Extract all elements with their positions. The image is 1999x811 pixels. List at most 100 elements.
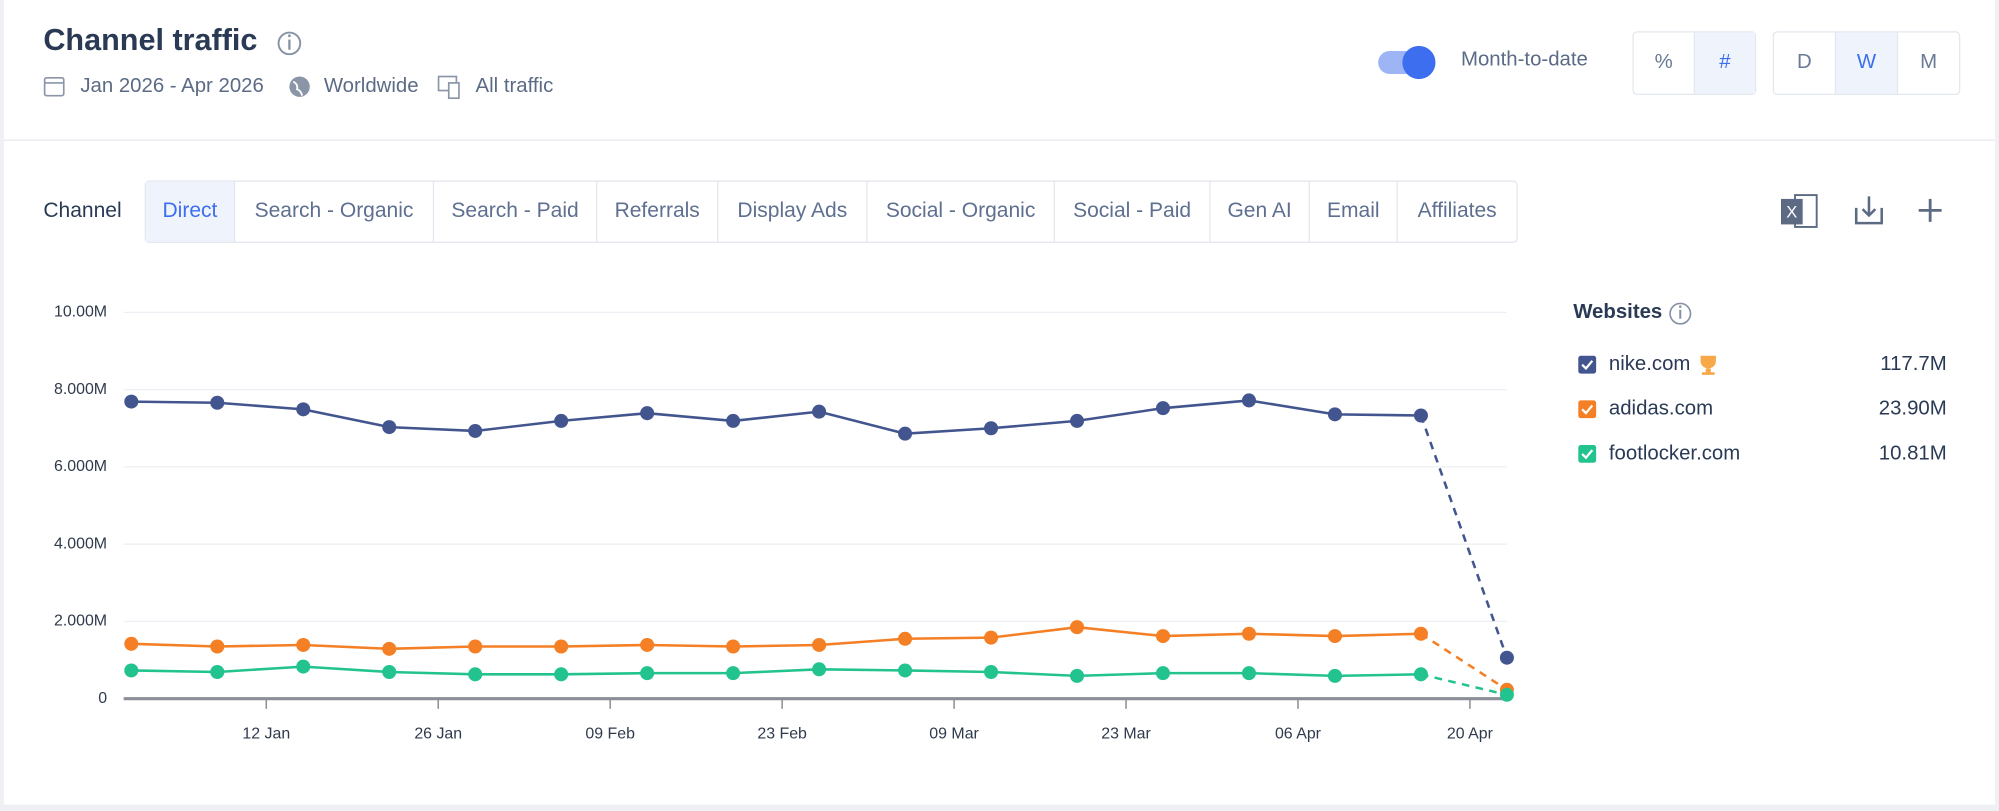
data-point bbox=[812, 637, 827, 652]
date-range[interactable]: Jan 2026 - Apr 2026 bbox=[80, 75, 264, 97]
data-point bbox=[1155, 401, 1171, 416]
data-point bbox=[1413, 667, 1428, 682]
title: Channel traffic bbox=[43, 23, 257, 57]
info-icon[interactable] bbox=[277, 31, 302, 56]
data-point bbox=[726, 666, 741, 681]
tab-label[interactable]: Search - Organic bbox=[255, 199, 414, 222]
legend-check bbox=[1581, 449, 1594, 460]
x-tick-label: 23 Mar bbox=[1101, 726, 1151, 743]
button-active-bg bbox=[1836, 32, 1897, 94]
data-point bbox=[1155, 666, 1171, 681]
tab-label[interactable]: Display Ads bbox=[737, 199, 847, 222]
data-point bbox=[468, 639, 483, 654]
button-active-bg bbox=[1694, 32, 1755, 94]
data-point bbox=[898, 631, 913, 646]
data-point bbox=[1241, 666, 1256, 681]
tab-label[interactable]: Affiliates bbox=[1418, 199, 1497, 222]
toggle[interactable] bbox=[1378, 45, 1436, 80]
series-line bbox=[131, 399, 1421, 435]
chart: 0 2.000M 4.000M 6.000M 8.000M 10.00M 12 Jan 26 … bbox=[54, 304, 1947, 743]
tab-label[interactable]: Social - Organic bbox=[886, 199, 1036, 222]
data-point bbox=[726, 639, 741, 654]
series-line-partial bbox=[1420, 673, 1508, 697]
data-point bbox=[1155, 629, 1171, 644]
data-point bbox=[210, 639, 225, 654]
data-point bbox=[1413, 408, 1428, 423]
button-label[interactable]: # bbox=[1719, 51, 1731, 73]
region[interactable]: Worldwide bbox=[324, 75, 419, 97]
data-point bbox=[640, 666, 655, 681]
data-point bbox=[1413, 626, 1428, 641]
button-label[interactable]: D bbox=[1797, 51, 1812, 73]
download-icon[interactable] bbox=[1854, 196, 1883, 225]
trophy-icon bbox=[1700, 355, 1716, 375]
data-point bbox=[1070, 620, 1085, 635]
series-line-partial bbox=[1419, 415, 1509, 659]
data-point bbox=[468, 667, 483, 682]
card bbox=[3, 0, 1996, 805]
legend-checkbox[interactable] bbox=[1578, 444, 1597, 463]
data-point bbox=[124, 394, 139, 409]
data-point bbox=[984, 421, 999, 436]
legend-name: nike.com bbox=[1609, 353, 1691, 375]
traffic-type[interactable]: All traffic bbox=[476, 75, 554, 97]
excel-icon[interactable]: X bbox=[1780, 194, 1818, 228]
legend-checkbox[interactable] bbox=[1578, 400, 1597, 419]
y-tick-label: 6.000M bbox=[54, 458, 107, 475]
button-label[interactable]: % bbox=[1655, 51, 1673, 73]
data-point bbox=[1070, 413, 1085, 428]
legend-total: 10.81M bbox=[1879, 442, 1947, 464]
legend-info-icon[interactable] bbox=[1669, 302, 1692, 325]
data-point bbox=[726, 413, 741, 428]
tab-label[interactable]: Search - Paid bbox=[451, 199, 578, 222]
x-tick-label: 09 Feb bbox=[585, 726, 635, 743]
tab-label[interactable]: Referrals bbox=[615, 199, 700, 222]
data-point bbox=[898, 663, 913, 678]
data-point bbox=[984, 630, 999, 645]
series-line bbox=[131, 625, 1421, 651]
button-label[interactable]: W bbox=[1857, 51, 1877, 73]
legend-total: 23.90M bbox=[1879, 398, 1947, 420]
data-point bbox=[468, 423, 483, 438]
data-point bbox=[984, 664, 999, 680]
legend-total: 117.7M bbox=[1880, 353, 1946, 375]
svg-text:X: X bbox=[1786, 202, 1797, 221]
tab-label[interactable]: Social - Paid bbox=[1073, 199, 1191, 222]
legend-title: Websites bbox=[1573, 301, 1662, 323]
data-point bbox=[1327, 407, 1342, 422]
data-point bbox=[210, 395, 225, 410]
y-tick-label: 4.000M bbox=[54, 535, 107, 552]
data-point bbox=[640, 637, 655, 652]
series-line-partial bbox=[1420, 632, 1508, 691]
y-tick-label: 10.00M bbox=[54, 304, 107, 321]
data-point bbox=[1499, 650, 1514, 665]
tab-label[interactable]: Email bbox=[1327, 199, 1380, 222]
x-tick-label: 06 Apr bbox=[1275, 726, 1322, 743]
legend-checkbox[interactable] bbox=[1578, 355, 1597, 374]
data-point bbox=[812, 404, 827, 419]
x-tick-label: 12 Jan bbox=[242, 726, 290, 743]
series-line bbox=[131, 665, 1421, 678]
data-point bbox=[1241, 393, 1256, 408]
data-point bbox=[554, 639, 569, 654]
y-tick-label: 0 bbox=[98, 690, 107, 707]
x-tick-label: 26 Jan bbox=[414, 726, 462, 743]
legend-name: footlocker.com bbox=[1609, 442, 1740, 464]
tab-label[interactable]: Gen AI bbox=[1227, 199, 1291, 222]
data-point bbox=[210, 664, 225, 680]
toggle-label: Month-to-date bbox=[1461, 48, 1588, 70]
metric-buttons: % # bbox=[1632, 31, 1757, 96]
add-icon[interactable] bbox=[1918, 198, 1942, 222]
tabs-border bbox=[144, 180, 1518, 243]
legend-name: adidas.com bbox=[1609, 398, 1713, 420]
data-point bbox=[296, 402, 311, 417]
calendar-icon bbox=[43, 76, 65, 97]
y-tick-label: 2.000M bbox=[54, 613, 107, 630]
x-tick-label: 23 Feb bbox=[757, 726, 807, 743]
data-point bbox=[898, 426, 913, 441]
tab-active-bg bbox=[145, 181, 234, 242]
data-point bbox=[812, 662, 827, 677]
button-label[interactable]: M bbox=[1920, 51, 1937, 73]
tab-label[interactable]: Direct bbox=[163, 199, 218, 222]
